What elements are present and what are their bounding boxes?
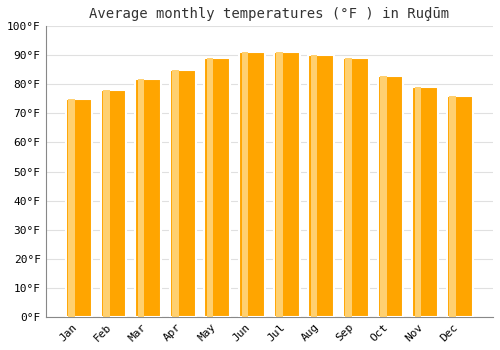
Bar [450,96,456,317]
Bar [100,90,126,317]
Bar [239,52,265,317]
Bar [414,87,421,317]
Bar [204,58,231,317]
Bar [446,96,472,317]
Bar [308,55,334,317]
Bar [68,99,75,317]
Bar [311,55,318,317]
Title: Average monthly temperatures (°F ) in Ruḑūm: Average monthly temperatures (°F ) in Ru… [89,7,450,21]
Bar [276,52,282,317]
Bar [242,52,248,317]
Bar [66,99,92,317]
Bar [170,70,196,317]
Bar [172,70,179,317]
Bar [412,87,438,317]
Bar [380,76,386,317]
Bar [343,58,369,317]
Bar [274,52,299,317]
Bar [103,90,110,317]
Bar [207,58,214,317]
Bar [346,58,352,317]
Bar [135,78,161,317]
Bar [138,78,144,317]
Bar [378,76,404,317]
